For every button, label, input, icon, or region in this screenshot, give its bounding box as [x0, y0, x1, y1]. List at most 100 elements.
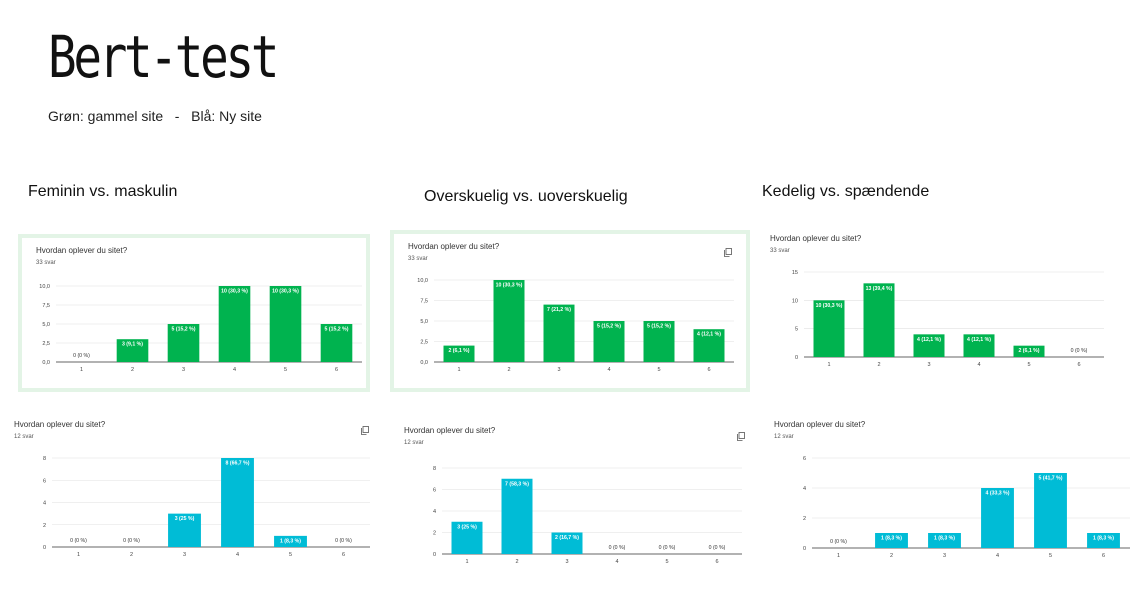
- data-label: 7 (21,2 %): [547, 307, 571, 313]
- bar: [221, 458, 254, 547]
- data-label: 0 (0 %): [659, 545, 676, 551]
- data-label: 3 (9,1 %): [122, 342, 143, 348]
- chart-card-overskuelig-old: Hvordan oplever du sitet? 33 svar 0,0 2,5…: [390, 230, 750, 392]
- x-tick-label: 1: [457, 367, 460, 373]
- x-tick-label: 4: [236, 552, 239, 558]
- data-label: 4 (12,1 %): [967, 337, 991, 343]
- bar: [451, 521, 483, 554]
- y-tick-label: 0,0: [42, 360, 50, 366]
- bar-chart: 0 2 4 6 0 (0 %) 1 1 (8,3 %) 2 1 (8,3 %) 3 4 (33,3 …: [803, 456, 1130, 559]
- bar: [320, 324, 353, 362]
- y-tick-label: 7,5: [420, 299, 428, 305]
- x-tick-label: 6: [1102, 553, 1105, 559]
- x-tick-label: 2: [877, 362, 880, 368]
- y-tick-label: 4: [433, 509, 436, 515]
- x-tick-label: 2: [515, 559, 518, 565]
- y-tick-label: 6: [43, 478, 46, 484]
- x-tick-label: 3: [565, 559, 568, 565]
- bar-chart: 0 2 4 6 8 3 (25 %) 1 7 (58,3 %) 2 2 (16,7 %) 3 0 (0…: [433, 466, 742, 565]
- data-label: 13 (39,4 %): [866, 286, 893, 292]
- data-label: 1 (8,3 %): [280, 538, 301, 544]
- y-tick-label: 15: [792, 270, 798, 276]
- y-tick-label: 4: [803, 486, 806, 492]
- data-label: 0 (0 %): [830, 539, 847, 545]
- x-tick-label: 3: [182, 367, 185, 373]
- data-label: 0 (0 %): [335, 538, 352, 544]
- x-tick-label: 4: [996, 553, 999, 559]
- data-label: 2 (6,1 %): [448, 348, 469, 354]
- bar: [643, 321, 675, 362]
- x-tick-label: 2: [890, 553, 893, 559]
- response-count: 12 svar: [404, 440, 424, 446]
- card-title: Hvordan oplever du sitet?: [36, 246, 128, 255]
- bar-chart: 0 2 4 6 8 0 (0 %) 1 0 (0 %) 2 3 (25 %) 3 8 (66,7 %)…: [43, 456, 370, 558]
- section-heading-kedelig: Kedelig vs. spændende: [762, 183, 930, 200]
- bar: [1013, 345, 1045, 357]
- x-tick-label: 1: [465, 559, 468, 565]
- bar: [551, 532, 583, 554]
- response-count: 12 svar: [774, 434, 794, 440]
- x-tick-label: 5: [1027, 362, 1030, 368]
- bar: [269, 286, 302, 362]
- x-tick-label: 2: [131, 367, 134, 373]
- y-tick-label: 10,0: [417, 278, 428, 284]
- data-label: 4 (12,1 %): [697, 332, 721, 338]
- data-label: 2 (6,1 %): [1018, 348, 1039, 354]
- data-label: 5 (15,2 %): [597, 324, 621, 330]
- section-heading-feminin: Feminin vs. maskulin: [28, 183, 178, 200]
- bar: [593, 321, 625, 362]
- copy-icon[interactable]: [361, 422, 369, 435]
- copy-icon[interactable]: [737, 428, 745, 441]
- x-tick-label: 4: [233, 367, 236, 373]
- bar: [218, 286, 251, 362]
- y-tick-label: 2,5: [42, 341, 50, 347]
- data-label: 0 (0 %): [1071, 348, 1088, 354]
- y-tick-label: 7,5: [42, 303, 50, 309]
- y-tick-label: 2,5: [420, 340, 428, 346]
- bar: [168, 513, 201, 547]
- data-label: 0 (0 %): [73, 353, 90, 359]
- bar: [501, 478, 533, 554]
- chart-card-overskuelig-new: Hvordan oplever du sitet? 12 svar 0 2 4 6 8 3…: [390, 418, 760, 568]
- card-title: Hvordan oplever du sitet?: [774, 420, 866, 429]
- y-tick-label: 8: [43, 456, 46, 462]
- card-title: Hvordan oplever du sitet?: [408, 242, 500, 251]
- x-tick-label: 5: [1049, 553, 1052, 559]
- x-tick-label: 1: [77, 552, 80, 558]
- y-tick-label: 6: [803, 456, 806, 462]
- bar: [1034, 473, 1067, 548]
- copy-icon[interactable]: [724, 244, 732, 257]
- response-count: 12 svar: [14, 434, 34, 440]
- x-tick-label: 2: [130, 552, 133, 558]
- x-tick-label: 3: [183, 552, 186, 558]
- bar: [693, 329, 725, 362]
- x-tick-label: 2: [507, 367, 510, 373]
- y-tick-label: 0: [795, 355, 798, 361]
- bar: [875, 533, 908, 548]
- data-label: 5 (41,7 %): [1039, 476, 1063, 482]
- bar: [443, 345, 475, 362]
- x-tick-label: 5: [289, 552, 292, 558]
- response-count: 33 svar: [770, 248, 790, 254]
- data-label: 4 (12,1 %): [917, 337, 941, 343]
- bar: [543, 304, 575, 362]
- data-label: 0 (0 %): [123, 538, 140, 544]
- card-title: Hvordan oplever du sitet?: [404, 426, 496, 435]
- x-tick-label: 6: [707, 367, 710, 373]
- y-tick-label: 10,0: [39, 284, 50, 290]
- page-title: Bert-test: [48, 23, 279, 91]
- y-tick-label: 2: [43, 523, 46, 529]
- bar: [913, 334, 945, 357]
- chart-card-feminin-old: Hvordan oplever du sitet? 33 svar 0,0 2,5…: [18, 234, 370, 392]
- data-label: 7 (58,3 %): [505, 481, 529, 487]
- y-tick-label: 0: [43, 545, 46, 551]
- y-tick-label: 5,0: [42, 322, 50, 328]
- data-label: 8 (66,7 %): [226, 461, 250, 467]
- bar-chart: 0,0 2,5 5,0 7,5 10,0 2 (6,1 %) 1 10 (30,3 %) 2 7 …: [417, 278, 734, 373]
- data-label: 4 (33,3 %): [986, 491, 1010, 497]
- x-tick-label: 4: [977, 362, 980, 368]
- bar: [863, 283, 895, 357]
- x-tick-label: 3: [927, 362, 930, 368]
- x-tick-label: 6: [1077, 362, 1080, 368]
